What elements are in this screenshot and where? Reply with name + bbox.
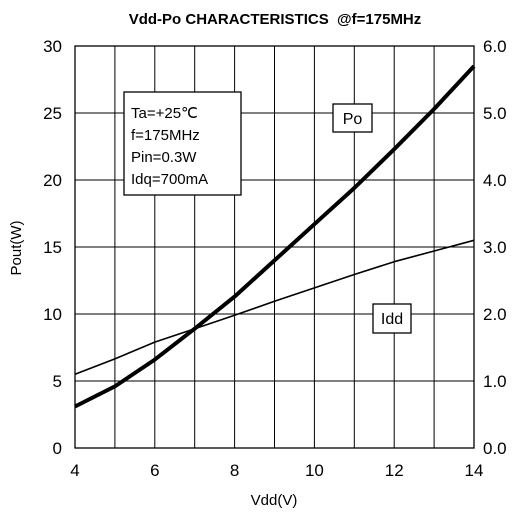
x-tick-label: 6 <box>150 461 159 480</box>
y2-tick-label: 1.0 <box>483 372 507 391</box>
y2-tick-label: 3.0 <box>483 238 507 257</box>
conditions-box-frame <box>123 91 242 196</box>
grid <box>75 46 474 448</box>
x-axis-label: Vdd(V) <box>251 492 298 509</box>
plot-area-frame <box>74 45 475 449</box>
y-tick-label: 10 <box>43 305 62 324</box>
idd-label-text: Idd <box>381 311 403 328</box>
conditions-box: Ta=+25℃ f=175MHz Pin=0.3W Idq=700mA <box>123 91 242 196</box>
y2-tick-label: 6.0 <box>483 37 507 56</box>
y-tick-label: 15 <box>43 238 62 257</box>
condition-line: Idq=700mA <box>131 171 208 188</box>
y2-axis-ticks: 0.0 1.0 2.0 3.0 4.0 5.0 6.0 <box>483 37 507 458</box>
condition-line: Pin=0.3W <box>131 149 197 166</box>
x-tick-label: 12 <box>385 461 404 480</box>
y2-tick-label: 5.0 <box>483 104 507 123</box>
x-tick-label: 8 <box>230 461 239 480</box>
po-series-label: Po <box>332 103 373 133</box>
x-tick-label: 4 <box>70 461 79 480</box>
y-tick-label: 30 <box>43 37 62 56</box>
chart-title: Vdd-Po CHARACTERISTICS @f=175MHz <box>129 11 422 28</box>
po-label-text: Po <box>343 111 363 128</box>
po-label-box <box>332 103 373 133</box>
y-axis-label: Pout(W) <box>8 220 25 275</box>
idd-series-line <box>74 239 475 376</box>
idd-label-box <box>372 303 412 334</box>
x-axis-ticks: 4 6 8 10 12 14 <box>70 461 483 480</box>
y2-tick-label: 0.0 <box>483 439 507 458</box>
title-group: Vdd-Po CHARACTERISTICS @f=175MHz <box>129 11 422 28</box>
idd-series-label: Idd <box>372 303 412 334</box>
y2-tick-label: 4.0 <box>483 171 507 190</box>
series-lines <box>74 64 476 409</box>
y-tick-label: 5 <box>53 372 62 391</box>
x-tick-label: 14 <box>465 461 484 480</box>
condition-line: f=175MHz <box>131 127 200 144</box>
y-tick-label: 0 <box>53 439 62 458</box>
po-series-line <box>74 64 476 409</box>
y-tick-label: 25 <box>43 104 62 123</box>
y-axis-ticks: 0 5 10 15 20 25 30 <box>43 37 62 458</box>
y-tick-label: 20 <box>43 171 62 190</box>
x-tick-label: 10 <box>305 461 324 480</box>
y2-tick-label: 2.0 <box>483 305 507 324</box>
condition-line: Ta=+25℃ <box>131 105 198 122</box>
